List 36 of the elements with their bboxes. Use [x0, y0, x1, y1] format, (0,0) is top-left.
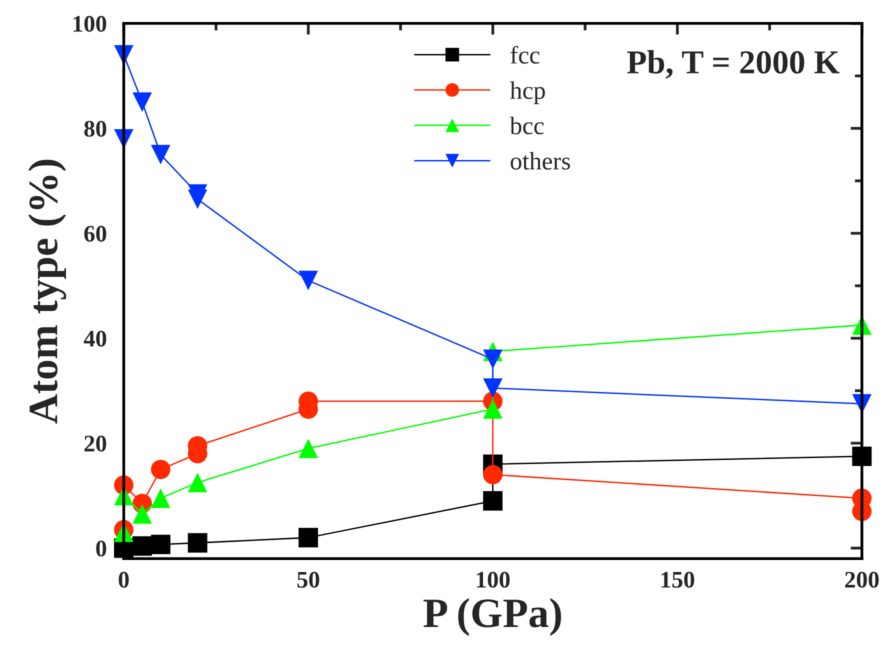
point [132, 504, 152, 524]
point [483, 491, 503, 511]
legend-label: others [510, 152, 570, 170]
legend-label: fcc [510, 46, 540, 64]
point [188, 472, 208, 492]
y-tick-label: 60 [84, 226, 106, 242]
annotation: Pb, T = 2000 K [627, 50, 840, 78]
point [298, 528, 318, 548]
x-axis-title: P (GPa) [424, 598, 562, 636]
point [188, 189, 208, 209]
y-axis-title: Atom type (%) [28, 160, 66, 424]
x-tick-label: 0 [118, 572, 129, 588]
point [132, 536, 152, 556]
x-tick-label: 150 [662, 572, 694, 588]
point [483, 378, 503, 398]
y-tick-label: 0 [96, 540, 106, 557]
x-tick-label: 50 [297, 572, 320, 588]
point [150, 460, 170, 480]
y-tick-label: 100 [74, 16, 106, 32]
x-tick-label: 200 [845, 572, 879, 588]
point [150, 488, 170, 508]
legend-label: hcp [510, 81, 545, 104]
legend-label: bcc [510, 116, 544, 134]
y-tick-label: 20 [84, 436, 106, 452]
point [150, 534, 170, 554]
y-tick-label: 80 [84, 120, 106, 137]
point [483, 399, 503, 419]
y-tick-label: 40 [84, 330, 106, 347]
point [298, 438, 318, 458]
x-tick-label: 100 [477, 572, 510, 588]
point [483, 464, 503, 484]
point [150, 144, 170, 164]
point [483, 350, 503, 369]
point [298, 270, 318, 290]
point [188, 533, 208, 553]
point [132, 92, 152, 112]
